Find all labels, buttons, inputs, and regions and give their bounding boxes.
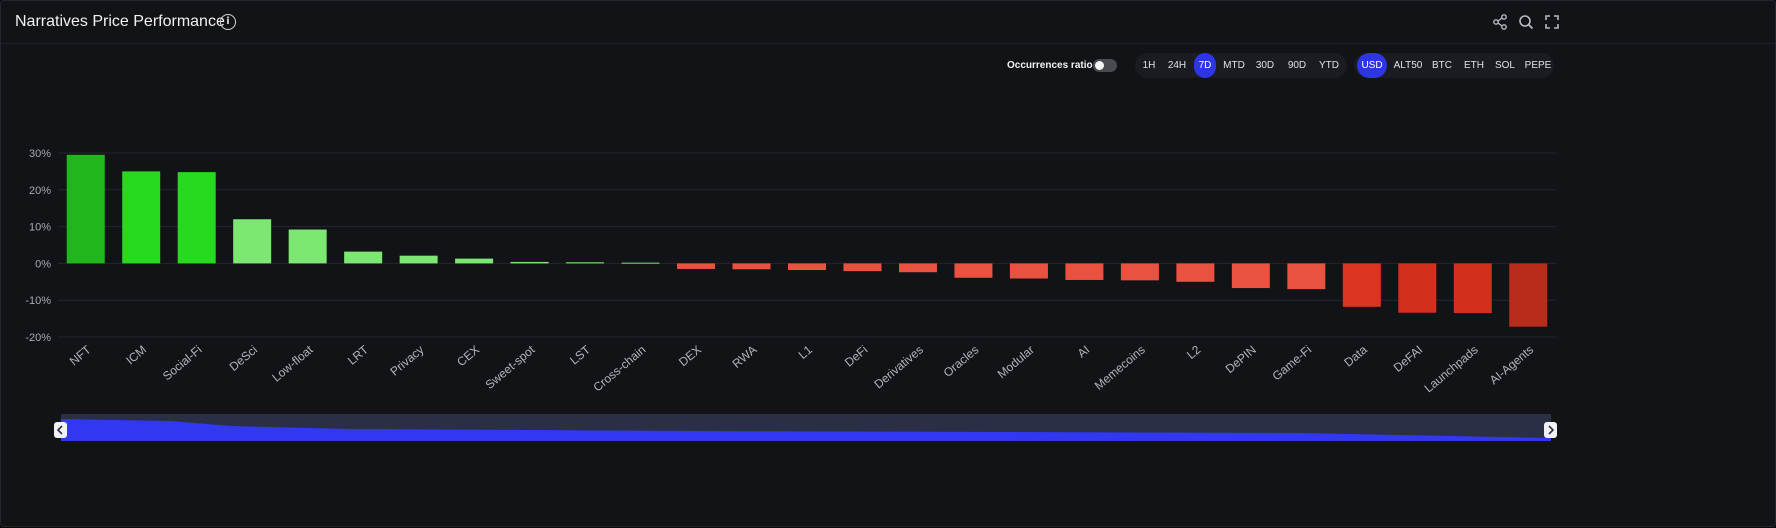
occurrences-ratio-toggle[interactable]	[1093, 59, 1117, 72]
x-tick-label: LRT	[345, 342, 372, 368]
currency-btc-button[interactable]: BTC	[1432, 60, 1452, 71]
bar-launchpads[interactable]	[1453, 263, 1492, 314]
bar-depin[interactable]	[1231, 263, 1270, 289]
y-axis-ticks: 30% 20% 10% 0% -10% -20%	[25, 148, 51, 344]
navigator-right-handle[interactable]	[1544, 422, 1557, 438]
x-tick-label: Game-Fi	[1270, 343, 1315, 384]
panel-header: Narratives Price Performance i	[1, 1, 1775, 44]
search-icon[interactable]	[1517, 13, 1535, 31]
currency-alt50-button[interactable]: ALT50	[1393, 60, 1423, 71]
x-axis-ticks: NFT ICM Social-Fi DeSci Low-float LRT Privacy C…	[67, 342, 1536, 395]
currency-selector	[1354, 53, 1554, 78]
info-icon[interactable]: i	[220, 14, 236, 30]
bar-cross-chain[interactable]	[621, 262, 660, 264]
x-tick-label: DEX	[676, 343, 704, 370]
x-tick-label: DePIN	[1223, 343, 1259, 376]
x-tick-label: Derivatives	[871, 343, 925, 392]
bar-data[interactable]	[1342, 263, 1381, 307]
timeframe-1h-button[interactable]: 1H	[1142, 60, 1156, 71]
bar-memecoins[interactable]	[1120, 263, 1159, 281]
y-tick-label: 20%	[29, 185, 51, 197]
x-tick-label: Memecoins	[1092, 343, 1148, 393]
toggle-knob	[1095, 61, 1104, 70]
bar-l2[interactable]	[1176, 263, 1215, 282]
x-tick-label: L2	[1184, 342, 1203, 362]
timeframe-mtd-button[interactable]: MTD	[1223, 60, 1245, 71]
bar-privacy[interactable]	[399, 255, 438, 264]
x-tick-label: CEX	[454, 343, 482, 370]
bar-nft[interactable]	[66, 154, 105, 264]
bar-modular[interactable]	[1009, 263, 1048, 279]
bar-sweet-spot[interactable]	[510, 261, 549, 264]
x-tick-label: Cross-chain	[590, 343, 648, 395]
x-tick-label: LST	[567, 342, 593, 367]
y-tick-label: 10%	[29, 222, 51, 234]
timeframe-ytd-button[interactable]: YTD	[1319, 60, 1339, 71]
bar-social-fi[interactable]	[177, 172, 216, 264]
x-tick-label: AI-Agents	[1487, 343, 1536, 388]
currency-pepe-button[interactable]: PEPE	[1524, 60, 1552, 71]
y-tick-label: -10%	[25, 295, 51, 307]
x-tick-label: DeFAI	[1391, 343, 1426, 375]
x-tick-label: Oracles	[941, 343, 982, 380]
y-tick-label: 30%	[29, 148, 51, 160]
x-tick-label: Modular	[995, 343, 1037, 382]
bar-low-float[interactable]	[288, 229, 327, 264]
bar-l1[interactable]	[788, 263, 826, 271]
timeframe-90d-button[interactable]: 90D	[1287, 60, 1307, 71]
bar-ai[interactable]	[1065, 263, 1104, 280]
navigator-left-handle[interactable]	[54, 422, 67, 438]
navigator-area	[61, 419, 1551, 441]
bar-game-fi[interactable]	[1287, 263, 1326, 290]
x-tick-label: DeSci	[227, 343, 261, 374]
x-tick-label: NFT	[67, 342, 94, 368]
timeframe-7d-button[interactable]: 7D	[1194, 53, 1216, 78]
bar-cex[interactable]	[455, 258, 494, 264]
bar-dex[interactable]	[677, 263, 716, 269]
currency-eth-button[interactable]: ETH	[1464, 60, 1484, 71]
currency-sol-button[interactable]: SOL	[1494, 60, 1515, 71]
x-tick-label: Sweet-spot	[483, 342, 538, 392]
bar-defai[interactable]	[1398, 263, 1437, 313]
x-tick-label: Low-float	[269, 342, 316, 384]
timeframe-selector	[1135, 53, 1347, 78]
bar-desci[interactable]	[233, 219, 272, 264]
occurrences-ratio-label: Occurrences ratio	[1007, 60, 1093, 71]
fullscreen-icon[interactable]	[1543, 13, 1561, 31]
y-tick-label: 0%	[35, 258, 51, 270]
x-tick-label: Privacy	[387, 343, 426, 379]
x-tick-label: RWA	[730, 343, 760, 371]
x-tick-label: Data	[1341, 342, 1370, 369]
bar-derivatives[interactable]	[898, 263, 937, 273]
x-tick-label: DeFi	[842, 343, 870, 370]
chevron-right-icon	[1548, 425, 1555, 435]
bar-rwa[interactable]	[732, 263, 771, 270]
bar-lst[interactable]	[566, 262, 605, 264]
bar-lrt[interactable]	[344, 251, 383, 264]
x-tick-label: Launchpads	[1422, 343, 1481, 396]
chevron-left-icon	[56, 425, 63, 435]
timeframe-24h-button[interactable]: 24H	[1167, 60, 1187, 71]
bar-icm[interactable]	[122, 171, 161, 264]
bar-defi[interactable]	[843, 263, 882, 272]
currency-usd-button[interactable]: USD	[1357, 53, 1387, 78]
x-tick-label: ICM	[123, 343, 149, 368]
x-tick-label: AI	[1075, 343, 1093, 361]
y-tick-label: -20%	[25, 332, 51, 344]
timeframe-30d-button[interactable]: 30D	[1255, 60, 1275, 71]
bar-ai-agents[interactable]	[1509, 263, 1548, 327]
bar-oracles[interactable]	[954, 263, 993, 278]
x-tick-label: Social-Fi	[160, 343, 205, 384]
bars	[66, 154, 1548, 327]
page-title: Narratives Price Performance	[15, 13, 225, 30]
x-tick-label: L1	[796, 342, 815, 362]
share-icon[interactable]	[1491, 13, 1509, 31]
grid-lines	[58, 152, 1556, 338]
